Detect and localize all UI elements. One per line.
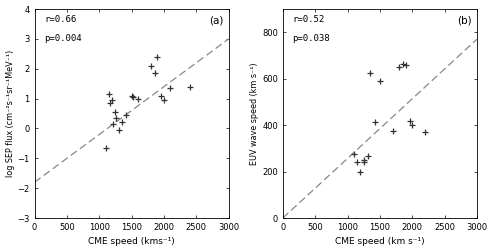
Text: p=0.038: p=0.038 [292, 34, 330, 43]
X-axis label: CME speed (km s⁻¹): CME speed (km s⁻¹) [335, 237, 424, 246]
Y-axis label: log SEP flux (cm⁻²s⁻¹sr⁻¹MeV⁻¹): log SEP flux (cm⁻²s⁻¹sr⁻¹MeV⁻¹) [5, 50, 15, 177]
X-axis label: CME speed (kms⁻¹): CME speed (kms⁻¹) [88, 237, 175, 246]
Text: (a): (a) [209, 15, 224, 25]
Text: (b): (b) [458, 15, 472, 25]
Text: r=0.52: r=0.52 [292, 15, 325, 24]
Y-axis label: EUV wave speed (km s⁻¹): EUV wave speed (km s⁻¹) [250, 62, 259, 165]
Text: p=0.004: p=0.004 [44, 34, 82, 43]
Text: r=0.66: r=0.66 [44, 15, 76, 24]
